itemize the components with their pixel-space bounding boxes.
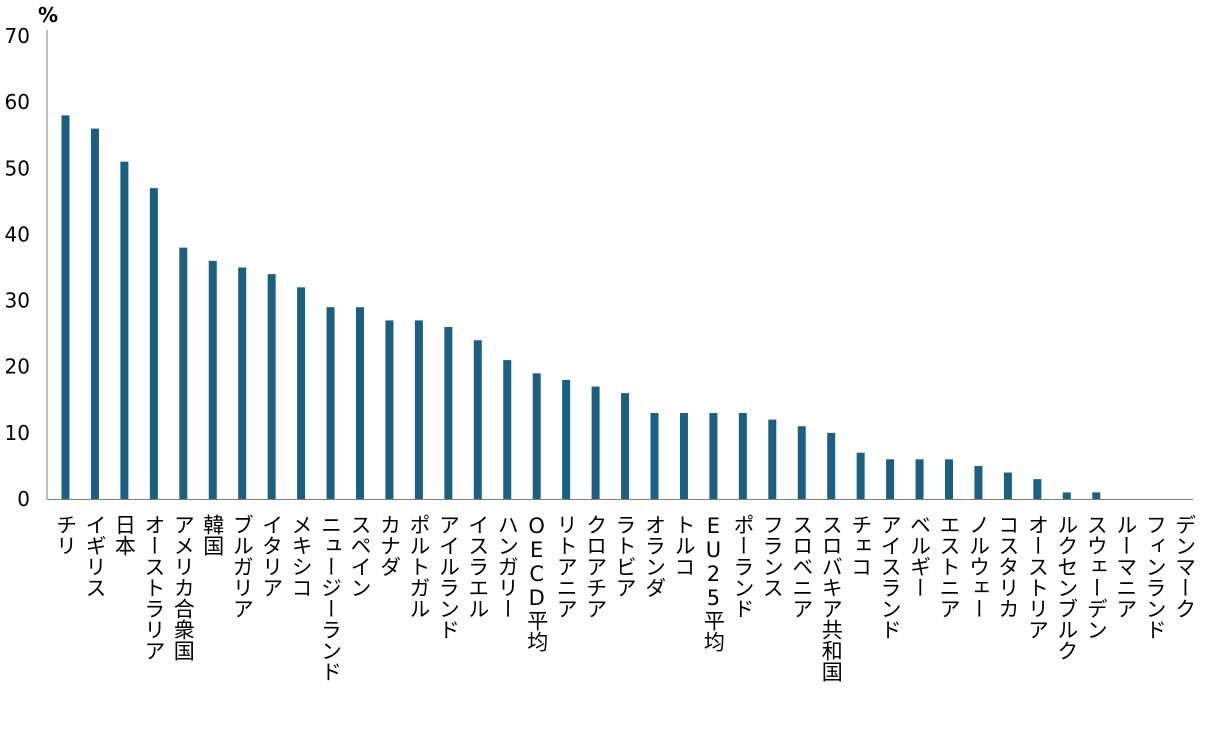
- x-category-label: イギリス: [83, 514, 107, 598]
- bar: [326, 307, 335, 499]
- bar: [621, 393, 630, 499]
- x-category-label: スロバキア共和国: [819, 514, 843, 682]
- x-category-label: クロアチア: [584, 514, 608, 619]
- x-category-label: リトアニア: [554, 514, 578, 619]
- x-category-label: イタリア: [260, 514, 284, 598]
- y-tick-label: 0: [17, 487, 30, 511]
- bar: [444, 327, 453, 499]
- x-category-label: アイルランド: [436, 514, 460, 640]
- bar: [90, 128, 99, 499]
- bar: [297, 287, 306, 499]
- bar: [267, 274, 276, 499]
- y-tick-label: 10: [5, 421, 30, 445]
- bar: [179, 247, 188, 499]
- x-category-label: イスラエル: [466, 514, 490, 619]
- x-category-label: エストニア: [937, 514, 961, 619]
- bar: [797, 426, 806, 499]
- bar: [149, 188, 158, 499]
- bar: [208, 260, 217, 499]
- x-category-label: 韓国: [201, 514, 225, 556]
- x-category-label: オランダ: [643, 514, 667, 598]
- bar: [1003, 472, 1012, 499]
- bar: [856, 452, 865, 499]
- bar: [120, 161, 129, 499]
- bar: [473, 340, 482, 499]
- bar: [1092, 492, 1101, 499]
- x-category-label: チリ: [54, 514, 78, 556]
- bar: [414, 320, 423, 499]
- bar: [1062, 492, 1071, 499]
- x-category-label: トルコ: [672, 514, 696, 577]
- bar: [650, 413, 659, 499]
- x-category-label: チェコ: [849, 514, 873, 577]
- y-tick-label: 70: [5, 24, 30, 48]
- x-category-label: デンマーク: [1173, 514, 1197, 619]
- x-category-labels: チリ イギリス 日本 オーストラリア アメリカ合衆国 韓国 ブルガリア イタリア メキシコ ニュー…: [54, 514, 1197, 682]
- x-category-label: 日本: [112, 514, 136, 556]
- y-tick-label: 50: [5, 156, 30, 180]
- bar: [591, 386, 600, 499]
- x-category-label: ベルギー: [908, 514, 932, 598]
- bar: [886, 459, 895, 499]
- x-category-label: スロベニア: [790, 514, 814, 619]
- y-tick-label: 60: [5, 90, 30, 114]
- bar: [679, 413, 688, 499]
- bar: [532, 373, 541, 499]
- x-category-label: ブルガリア: [230, 514, 254, 619]
- x-category-label: スペイン: [348, 514, 372, 598]
- y-tick-label: 30: [5, 289, 30, 313]
- x-category-label: アメリカ合衆国: [171, 514, 195, 661]
- bar: [738, 413, 747, 499]
- bar: [503, 360, 512, 499]
- x-category-label: ニュージーランド: [319, 514, 343, 682]
- x-category-label: EU25平均: [701, 514, 725, 652]
- bar: [1033, 479, 1042, 499]
- x-category-label: スウェーデン: [1084, 514, 1108, 640]
- bar: [915, 459, 924, 499]
- bar: [562, 379, 571, 499]
- x-category-label: ポーランド: [731, 514, 755, 619]
- x-category-label: ハンガリー: [495, 514, 519, 619]
- x-category-label: ルーマニア: [1114, 514, 1138, 619]
- x-category-label: ルクセンブルク: [1055, 514, 1079, 661]
- x-category-label: ラトビア: [613, 514, 637, 598]
- x-category-label: コスタリカ: [996, 514, 1020, 619]
- bar: [974, 465, 983, 499]
- y-axis: 0 10 20 30 40 50 60 70%: [5, 3, 59, 511]
- y-unit-label: %: [38, 3, 58, 27]
- bar: [61, 115, 70, 499]
- x-category-label: オーストリア: [1025, 514, 1049, 640]
- bar: [238, 267, 247, 499]
- x-category-label: OECD平均: [525, 514, 549, 652]
- bar: [709, 413, 718, 499]
- y-tick-label: 40: [5, 222, 30, 246]
- bar: [356, 307, 364, 499]
- bar: [827, 432, 836, 499]
- x-category-label: フランス: [760, 514, 784, 598]
- x-category-label: ポルトガル: [407, 514, 431, 619]
- y-tick-label: 20: [5, 355, 30, 379]
- x-category-label: オーストラリア: [142, 514, 166, 661]
- bar: [385, 320, 394, 499]
- x-category-label: メキシコ: [289, 514, 313, 598]
- x-category-label: ノルウェー: [966, 514, 990, 619]
- bar: [768, 419, 777, 499]
- bar: [945, 459, 953, 499]
- x-category-label: アイスランド: [878, 514, 902, 640]
- x-category-label: フィンランド: [1143, 514, 1167, 640]
- x-category-label: カナダ: [377, 514, 401, 577]
- bars: [61, 115, 1101, 499]
